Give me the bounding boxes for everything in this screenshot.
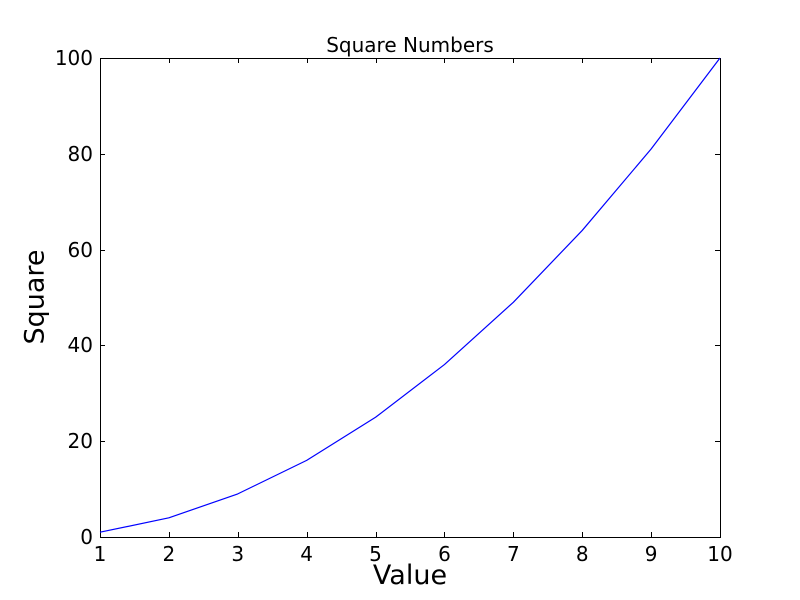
x-tick-label: 9 — [644, 542, 658, 566]
x-tick-label: 4 — [300, 542, 314, 566]
x-tick-label: 2 — [162, 542, 176, 566]
chart-title: Square Numbers — [326, 33, 494, 57]
y-tick-label: 100 — [54, 46, 93, 70]
y-axis-label: Square — [19, 249, 51, 345]
y-tick-label: 0 — [80, 525, 93, 549]
data-line-squares — [99, 57, 721, 533]
x-tick-label: 10 — [707, 542, 733, 566]
axes-frame — [100, 58, 721, 538]
x-tick-label: 8 — [575, 542, 589, 566]
y-tick-label: 60 — [67, 237, 93, 262]
x-axis-label: Value — [372, 560, 448, 591]
y-tick-label: 20 — [67, 429, 93, 454]
x-tick-label: 3 — [231, 542, 245, 566]
x-tick-label: 6 — [438, 542, 451, 566]
y-tick-label: 40 — [67, 333, 93, 358]
y-tick-label: 80 — [67, 141, 93, 166]
x-tick-label: 5 — [369, 542, 382, 566]
x-tick-label: 1 — [93, 542, 107, 566]
x-tick-label: 7 — [506, 542, 520, 566]
